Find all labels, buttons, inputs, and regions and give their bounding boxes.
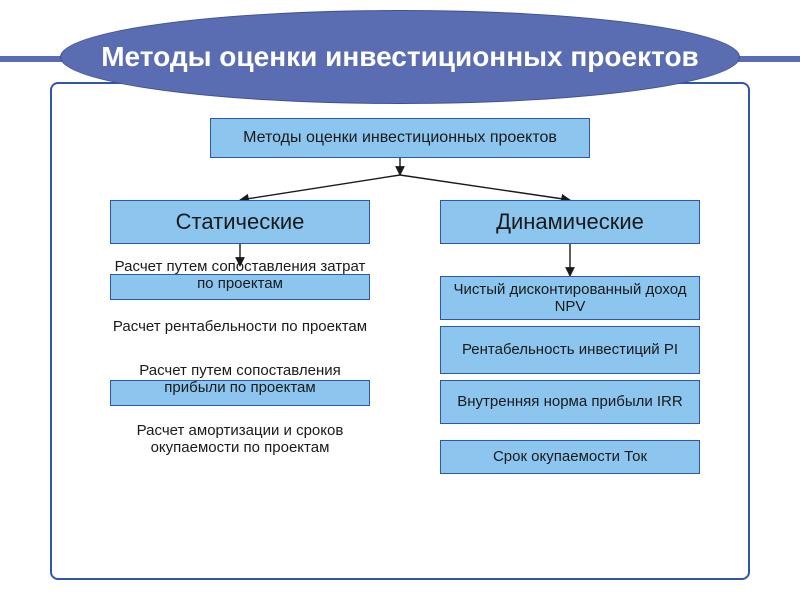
static-label-0: Расчет путем сопоставления затрат по про… [110, 258, 370, 314]
static-label-2: Расчет путем сопоставления прибыли по пр… [110, 362, 370, 418]
title-ellipse: Методы оценки инвестиционных проектов [60, 10, 740, 104]
dynamic-node-3: Срок окупаемости Ток [440, 440, 700, 474]
static-header-node: Статические [110, 200, 370, 244]
diagram-stage: Методы оценки инвестиционных проектов Ме… [0, 0, 800, 600]
static-label-3: Расчет амортизации и сроков окупаемости … [110, 422, 370, 478]
dynamic-header-node: Динамические [440, 200, 700, 244]
dynamic-node-0: Чистый дисконтированный доход NPV [440, 276, 700, 320]
dynamic-node-2: Внутренняя норма прибыли IRR [440, 380, 700, 424]
page-title: Методы оценки инвестиционных проектов [101, 41, 699, 73]
dynamic-node-1: Рентабельность инвестиций PI [440, 326, 700, 374]
root-node: Методы оценки инвестиционных проектов [210, 118, 590, 158]
static-label-1: Расчет рентабельности по проектам [110, 318, 370, 358]
